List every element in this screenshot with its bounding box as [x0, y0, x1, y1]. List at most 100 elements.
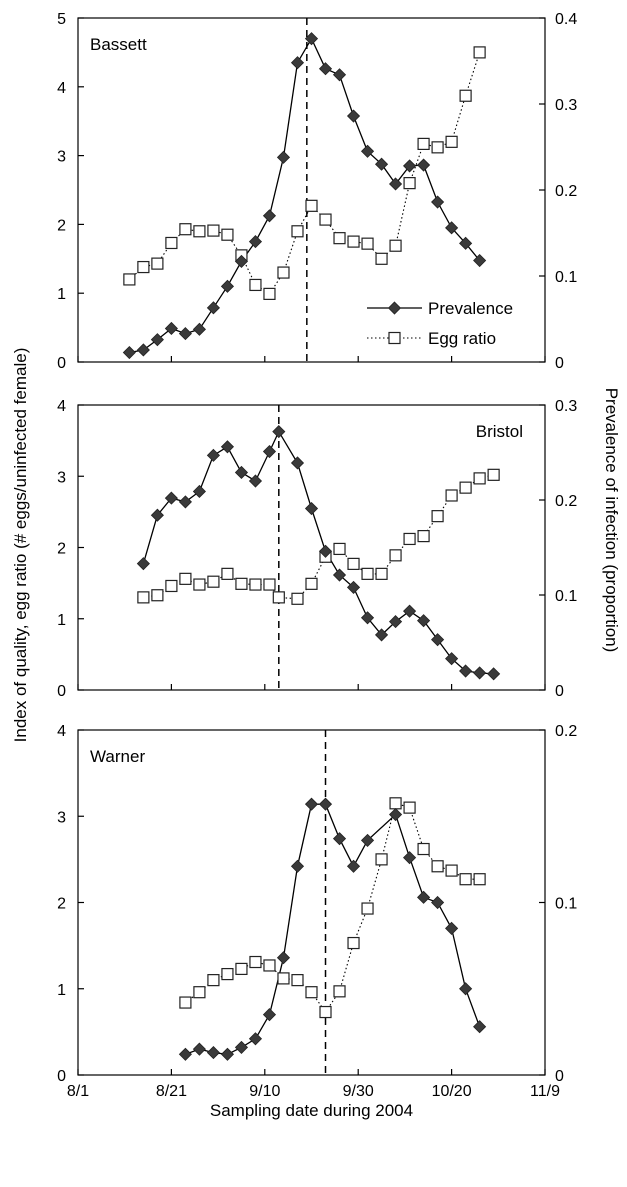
prevalence-point — [346, 109, 361, 123]
prevalence-point — [234, 465, 249, 480]
prevalence-point — [220, 279, 235, 293]
left-y-tick-label: 5 — [57, 11, 66, 28]
egg-ratio-point — [291, 225, 304, 238]
prevalence-point — [473, 666, 487, 680]
egg-ratio-point — [389, 797, 402, 810]
egg-ratio-point — [333, 542, 346, 556]
egg-ratio-point — [277, 972, 290, 985]
prevalence-point — [473, 1020, 487, 1034]
prevalence-point — [220, 1047, 235, 1061]
prevalence-point — [346, 859, 361, 873]
left-y-tick-label: 4 — [57, 80, 66, 97]
left-y-tick-label: 1 — [57, 982, 66, 999]
prevalence-point — [431, 195, 445, 209]
right-y-tick-label: 0 — [555, 1068, 564, 1085]
egg-ratio-point — [207, 575, 220, 588]
egg-ratio-point — [445, 489, 458, 502]
x-tick-label: 8/1 — [67, 1083, 89, 1100]
prevalence-point — [318, 544, 333, 558]
prevalence-point — [445, 921, 459, 935]
right-y-tick-label: 0 — [555, 683, 564, 700]
egg-ratio-point — [221, 567, 234, 580]
right-y-tick-label: 0.3 — [555, 398, 577, 415]
panel-title: Bassett — [90, 35, 147, 54]
prevalence-point — [304, 501, 319, 516]
egg-ratio-point — [249, 955, 262, 969]
prevalence-point — [262, 1008, 277, 1022]
left-y-tick-label: 2 — [57, 217, 66, 234]
prevalence-point — [150, 508, 164, 522]
prevalence-point — [290, 456, 305, 470]
prevalence-point — [417, 614, 431, 628]
right-y-tick-label: 0.4 — [555, 11, 577, 28]
left-y-tick-label: 4 — [57, 723, 66, 740]
egg-ratio-point — [165, 579, 178, 593]
egg-ratio-point — [473, 472, 486, 485]
left-y-tick-label: 1 — [57, 286, 66, 303]
egg-ratio-point — [305, 986, 318, 999]
egg-ratio-point — [431, 860, 444, 873]
egg-ratio-point — [277, 266, 290, 279]
prevalence-point — [388, 807, 403, 822]
egg-ratio-point — [459, 873, 472, 886]
right-y-tick-label: 0.2 — [555, 183, 577, 200]
left-y-tick-label: 0 — [57, 355, 66, 372]
egg-ratio-point — [459, 89, 472, 102]
prevalence-point — [403, 159, 417, 173]
egg-ratio-point — [375, 853, 388, 866]
egg-ratio-point — [193, 578, 206, 591]
egg-ratio-point — [137, 591, 150, 604]
egg-ratio-point — [445, 135, 458, 148]
egg-ratio-point — [291, 974, 304, 987]
prevalence-point — [417, 158, 431, 172]
prevalence-point — [220, 440, 235, 454]
x-tick-label: 8/21 — [156, 1083, 187, 1100]
prevalence-point — [136, 343, 150, 357]
egg-ratio-point — [272, 591, 285, 604]
egg-ratio-point — [151, 589, 164, 602]
right-y-tick-label: 0 — [555, 355, 564, 372]
legend-egg-ratio-marker — [388, 331, 401, 345]
prevalence-point — [178, 495, 192, 509]
prevalence-line — [185, 803, 481, 1055]
egg-ratio-point — [417, 842, 430, 856]
prevalence-point — [248, 235, 263, 249]
prevalence-point — [360, 833, 375, 847]
right-y-tick-label: 0.1 — [555, 896, 577, 913]
panel-bassett: 0 1 2 3 4 5 0 0.1 0.2 0.3 0.4 Bassett — [57, 11, 577, 372]
egg-ratio-point — [179, 572, 192, 585]
egg-ratio-point — [389, 549, 402, 562]
egg-ratio-point — [361, 902, 374, 915]
egg-ratio-point — [123, 273, 136, 286]
legend: Prevalence Egg ratio — [367, 299, 513, 348]
prevalence-point — [459, 664, 473, 678]
panel-warner: 8/1 8/21 9/10 9/30 10/20 11/90123400.10.2Warn… — [57, 723, 577, 1100]
prevalence-point — [164, 491, 178, 505]
prevalence-point — [206, 448, 220, 462]
egg-ratio-point — [361, 567, 374, 580]
left-y-tick-label: 0 — [57, 1068, 66, 1085]
prevalence-point — [276, 150, 291, 164]
legend-prevalence-marker — [387, 301, 402, 315]
egg-ratio-point — [221, 228, 234, 241]
right-y-axis-label: Prevalence of infection (proportion) — [602, 388, 621, 653]
egg-ratio-point — [179, 223, 192, 236]
left-y-tick-label: 0 — [57, 683, 66, 700]
legend-prevalence-label: Prevalence — [428, 299, 513, 318]
panel-title: Warner — [90, 747, 145, 766]
egg-ratio-point — [375, 567, 388, 580]
prevalence-point — [318, 62, 333, 76]
prevalence-point — [262, 444, 277, 459]
left-y-tick-label: 3 — [57, 469, 66, 486]
prevalence-point — [178, 1047, 192, 1061]
egg-ratio-point — [431, 141, 444, 154]
egg-ratio-point — [305, 199, 318, 212]
prevalence-point — [346, 580, 361, 594]
egg-ratio-point — [151, 257, 164, 270]
prevalence-point — [206, 1046, 220, 1060]
egg-ratio-point — [445, 864, 458, 877]
egg-ratio-point — [333, 232, 346, 245]
legend-egg-ratio-label: Egg ratio — [428, 329, 496, 348]
egg-ratio-point — [459, 481, 472, 494]
